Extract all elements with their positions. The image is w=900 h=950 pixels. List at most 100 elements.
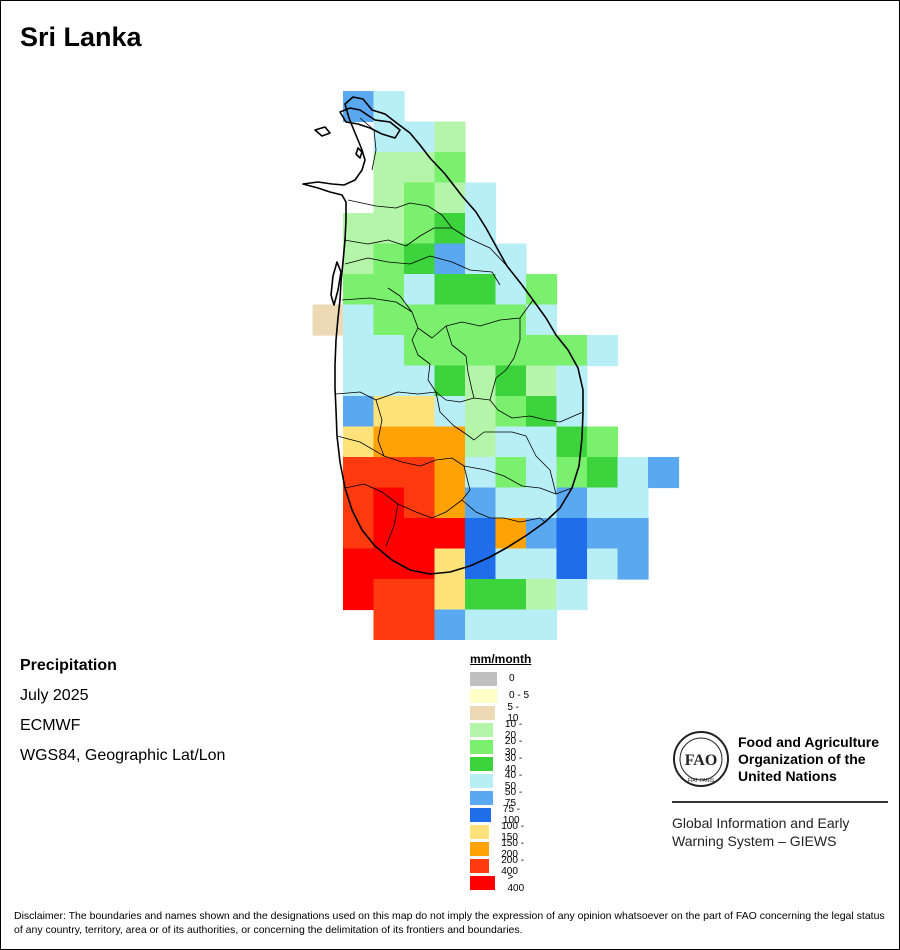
precip-cell [404, 152, 436, 184]
precip-cell [373, 121, 405, 153]
precip-cell [373, 487, 405, 519]
country-outline [302, 96, 584, 575]
precip-cell [404, 365, 436, 397]
precip-cell [617, 487, 649, 519]
legend-swatch [470, 875, 496, 890]
precip-cell [465, 609, 497, 640]
precip-cell [404, 243, 436, 275]
legend-swatch [470, 688, 497, 703]
precip-cell [495, 457, 527, 489]
legend-swatch [470, 790, 493, 805]
precipitation-grid [312, 91, 680, 640]
precip-cell [373, 457, 405, 489]
legend-label: > 400 [507, 871, 525, 894]
legend-label: 5 - 10 [507, 701, 520, 724]
precip-cell [434, 365, 466, 397]
fao-name: Food and Agriculture Organization of the… [738, 734, 880, 784]
precip-cell [526, 548, 558, 580]
precip-cell [434, 426, 466, 458]
legend-item: 0 - 5 [470, 688, 529, 703]
precip-cell [465, 487, 497, 519]
legend-label: 200 - 400 [501, 854, 525, 877]
precip-cell [373, 274, 405, 306]
precip-cell [404, 579, 436, 611]
precip-cell [404, 213, 436, 245]
divider [672, 801, 888, 803]
precipitation-map [302, 91, 680, 640]
precip-cell [526, 304, 558, 336]
precip-cell [404, 548, 436, 580]
precip-cell [373, 243, 405, 275]
precip-cell [434, 121, 466, 153]
legend-swatch [470, 671, 497, 686]
legend-label: 100 - 150 [501, 820, 525, 843]
precip-cell [434, 182, 466, 214]
projection-label: WGS84, Geographic Lat/Lon [20, 747, 226, 764]
legend-label: 20 - 30 [504, 735, 523, 758]
precip-cell [526, 487, 558, 519]
legend-item: 100 - 150 [470, 821, 531, 843]
precip-cell [343, 274, 375, 306]
fao-logo-text: FAO [685, 752, 718, 769]
legend-label: 40 - 50 [504, 769, 523, 792]
precip-cell [617, 457, 649, 489]
precip-cell [434, 579, 466, 611]
precip-cell [526, 518, 558, 550]
precip-cell [404, 274, 436, 306]
precip-cell [373, 304, 405, 336]
legend-item: 10 - 20 [470, 719, 531, 741]
legend-label: 0 - 5 [509, 690, 530, 701]
precip-cell [526, 426, 558, 458]
precip-cell [587, 335, 619, 367]
island-outline [355, 147, 363, 159]
district-boundaries [335, 117, 584, 547]
precip-cell [465, 426, 497, 458]
legend-item: 20 - 30 [470, 736, 531, 758]
precip-cell [587, 457, 619, 489]
precip-cell [526, 335, 558, 367]
precip-cell [343, 243, 375, 275]
precip-cell [434, 518, 466, 550]
legend-swatch [470, 841, 490, 856]
precip-cell [465, 579, 497, 611]
precip-cell [495, 426, 527, 458]
legend-item: 150 - 200 [470, 838, 531, 860]
precip-cell [556, 487, 588, 519]
precip-cell [373, 152, 405, 184]
precip-cell [526, 609, 558, 640]
precip-cell [434, 274, 466, 306]
precip-cell [404, 609, 436, 640]
legend-label: 75 - 100 [502, 803, 521, 826]
precip-cell [495, 487, 527, 519]
precip-cell [434, 609, 466, 640]
precip-cell [343, 396, 375, 428]
precip-cell [648, 457, 680, 489]
legend-swatch [470, 739, 493, 754]
legend-item: 5 - 10 [470, 702, 531, 724]
precip-cell [465, 548, 497, 580]
model-label: ECMWF [20, 717, 81, 734]
precip-cell [526, 396, 558, 428]
legend-item: 30 - 40 [470, 753, 531, 775]
period-label: July 2025 [20, 687, 89, 704]
precip-cell [404, 426, 436, 458]
precip-cell [373, 335, 405, 367]
sri-lanka-coastline [302, 96, 584, 575]
precip-cell [373, 579, 405, 611]
precip-cell [434, 548, 466, 580]
precip-cell [343, 457, 375, 489]
precip-cell [434, 304, 466, 336]
precip-cell [587, 548, 619, 580]
precip-cell [556, 579, 588, 611]
precip-cell [465, 457, 497, 489]
precip-cell [556, 457, 588, 489]
precip-cell [617, 548, 649, 580]
variable-label: Precipitation [20, 657, 117, 674]
legend-swatch [470, 807, 491, 822]
precip-cell [434, 457, 466, 489]
precip-cell [404, 396, 436, 428]
precip-cell [587, 426, 619, 458]
precip-cell [465, 396, 497, 428]
precip-cell [373, 182, 405, 214]
fao-logo-motto: FIAT PANIS [688, 778, 715, 784]
